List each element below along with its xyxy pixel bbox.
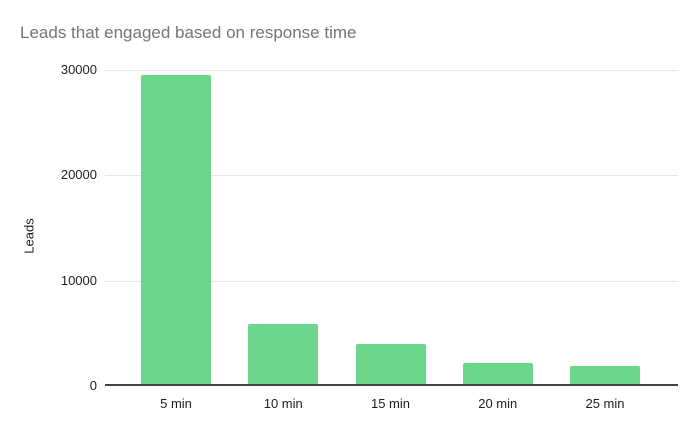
y-axis-tick-label: 0 (89, 378, 97, 393)
bar (462, 362, 533, 386)
x-axis-tick-label: 20 min (478, 396, 518, 411)
plot-area: 0 10000 20000 30000 5 min 10 min 15 min 20 min 2… (61, 63, 678, 411)
y-axis-tick-label: 20000 (60, 167, 97, 182)
x-axis-tick-label: 5 min (160, 396, 192, 411)
x-axis-tick-label: 25 min (585, 396, 625, 411)
bar (570, 366, 640, 386)
bar (248, 323, 319, 386)
bar (141, 75, 211, 386)
gridline (105, 281, 678, 282)
gridline (105, 70, 678, 71)
y-axis-title: Leads (21, 218, 37, 254)
x-axis-line (105, 384, 678, 386)
x-axis-tick-label: 15 min (370, 396, 411, 411)
x-axis-tick-label: 10 min (263, 396, 303, 411)
bar (355, 343, 426, 386)
gridline (105, 175, 678, 176)
chart-title: Leads that engaged based on response tim… (20, 23, 357, 42)
y-axis-tick-label: 30000 (60, 62, 97, 77)
y-axis-tick-label: 10000 (60, 273, 97, 288)
